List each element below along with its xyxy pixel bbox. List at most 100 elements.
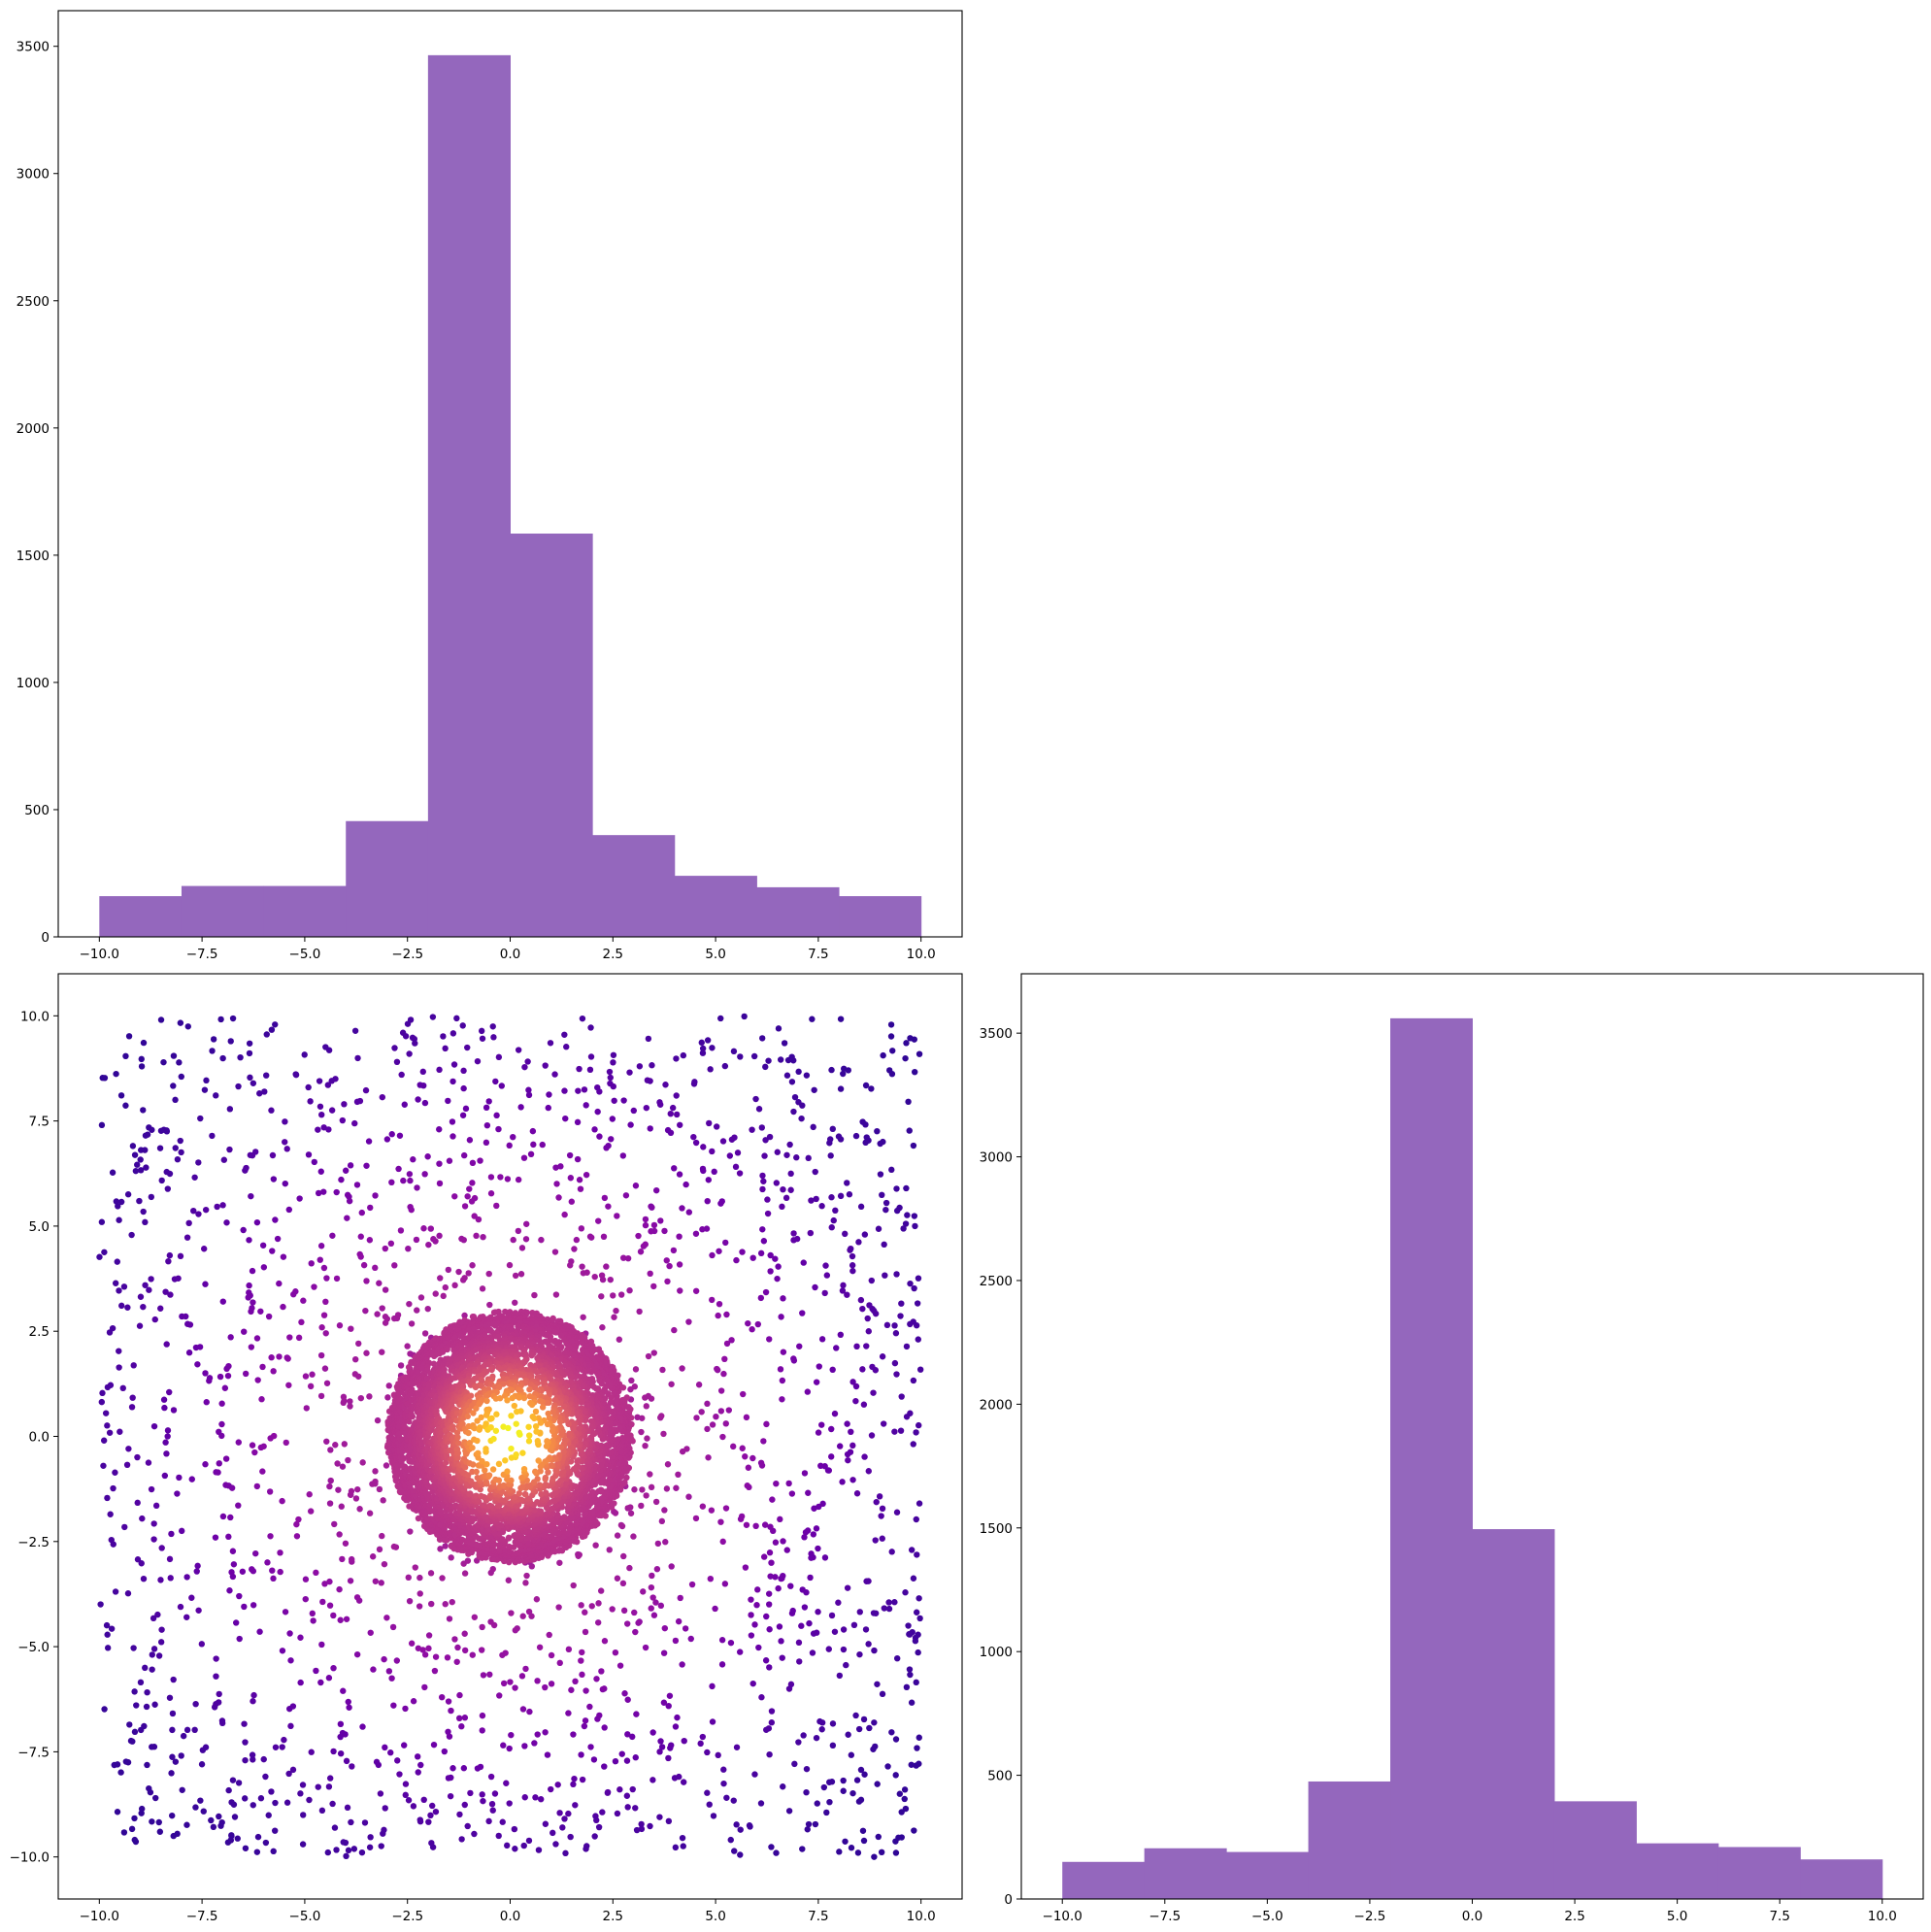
scatter-point <box>347 1398 353 1405</box>
scatter-point <box>430 1741 438 1749</box>
scatter-point <box>556 1547 563 1553</box>
scatter-point <box>673 1111 681 1118</box>
scatter-point <box>390 1702 397 1709</box>
scatter-point <box>749 1126 755 1133</box>
scatter-point <box>912 1222 918 1230</box>
scatter-point <box>391 1045 398 1051</box>
scatter-point <box>150 1615 157 1622</box>
scatter-point <box>325 1126 332 1133</box>
scatter-point <box>369 1553 377 1560</box>
scatter-point <box>464 1044 471 1051</box>
scatter-point <box>107 1511 114 1517</box>
scatter-point <box>274 1235 282 1243</box>
scatter-point <box>828 1425 835 1433</box>
scatter-point <box>672 1723 680 1730</box>
scatter-point <box>612 1649 619 1656</box>
scatter-point <box>358 1849 366 1856</box>
scatter-point <box>848 1428 854 1436</box>
scatter-point <box>598 1668 605 1675</box>
scatter-point <box>576 1177 583 1183</box>
scatter-point <box>209 1132 216 1140</box>
scatter-point <box>423 1375 431 1382</box>
scatter-point <box>130 1362 137 1369</box>
scatter-point <box>257 1308 264 1315</box>
scatter-point <box>348 1818 354 1826</box>
scatter-point <box>442 1045 449 1052</box>
scatter-point <box>363 1278 370 1284</box>
scatter-point <box>474 1057 482 1065</box>
scatter-point <box>177 1252 184 1260</box>
scatter-point <box>198 1641 206 1648</box>
scatter-point <box>295 1334 303 1342</box>
scatter-point <box>107 1382 115 1388</box>
scatter-point <box>216 1373 224 1381</box>
scatter-point <box>469 1180 476 1186</box>
scatter-point <box>333 1188 340 1196</box>
scatter-point <box>336 1322 344 1329</box>
scatter-point <box>783 1151 790 1158</box>
scatter-point <box>594 1619 602 1626</box>
scatter-point <box>627 1121 634 1128</box>
scatter-point <box>855 1798 863 1805</box>
scatter-point <box>810 1123 816 1131</box>
scatter-point <box>813 1195 819 1203</box>
scatter-point <box>112 1588 119 1595</box>
scatter-point <box>908 1547 916 1553</box>
scatter-point <box>425 1818 432 1825</box>
scatter-point <box>155 1652 163 1659</box>
scatter-point <box>805 1489 812 1496</box>
scatter-point <box>250 1691 257 1699</box>
scatter-point <box>505 1577 513 1583</box>
scatter-point <box>836 1443 844 1449</box>
scatter-point <box>809 1649 816 1656</box>
scatter-point <box>479 1727 485 1734</box>
scatter-point <box>586 1066 594 1074</box>
scatter-point <box>376 1280 383 1286</box>
scatter-point <box>779 1396 785 1403</box>
scatter-point <box>445 1728 451 1736</box>
scatter-point <box>493 1112 500 1119</box>
scatter-point <box>773 1480 780 1487</box>
scatter-point <box>721 1355 728 1363</box>
scatter-point <box>454 1644 461 1651</box>
scatter-point <box>806 1619 813 1627</box>
scatter-point <box>557 1163 564 1170</box>
scatter-point <box>279 1648 286 1654</box>
scatter-point <box>717 1408 725 1415</box>
scatter-point <box>379 1532 385 1540</box>
scatter-point <box>307 1382 315 1390</box>
scatter-point <box>262 1839 270 1847</box>
scatter-point <box>376 1485 383 1493</box>
scatter-point <box>362 1086 370 1094</box>
scatter-point <box>617 1521 625 1529</box>
scatter-point <box>345 1847 352 1854</box>
x-tick-label: −10.0 <box>80 947 119 962</box>
scatter-point <box>302 1373 310 1380</box>
scatter-point <box>202 1370 209 1377</box>
scatter-point <box>343 1757 350 1765</box>
scatter-point <box>473 1541 480 1549</box>
scatter-point <box>141 1722 148 1730</box>
scatter-point <box>466 1137 474 1144</box>
scatter-point <box>859 1118 866 1125</box>
scatter-point <box>117 1428 123 1435</box>
scatter-point <box>342 1731 349 1738</box>
scatter-point <box>546 1091 552 1098</box>
scatter-point <box>242 1756 249 1764</box>
scatter-point <box>553 1512 561 1518</box>
scatter-point <box>285 1206 293 1214</box>
scatter-point <box>707 1575 715 1582</box>
scatter-point <box>197 1115 204 1122</box>
scatter-point <box>764 1210 772 1217</box>
scatter-point <box>853 1490 861 1497</box>
scatter-point <box>741 1013 748 1020</box>
scatter-point <box>225 1533 232 1541</box>
scatter-point <box>419 1647 426 1653</box>
scatter-point <box>115 1203 121 1210</box>
scatter-point <box>455 1268 462 1276</box>
scatter-point <box>590 1756 598 1763</box>
scatter-point <box>224 1372 232 1380</box>
scatter-point <box>126 1721 133 1728</box>
scatter-point <box>268 1354 275 1361</box>
scatter-point <box>511 1825 518 1833</box>
